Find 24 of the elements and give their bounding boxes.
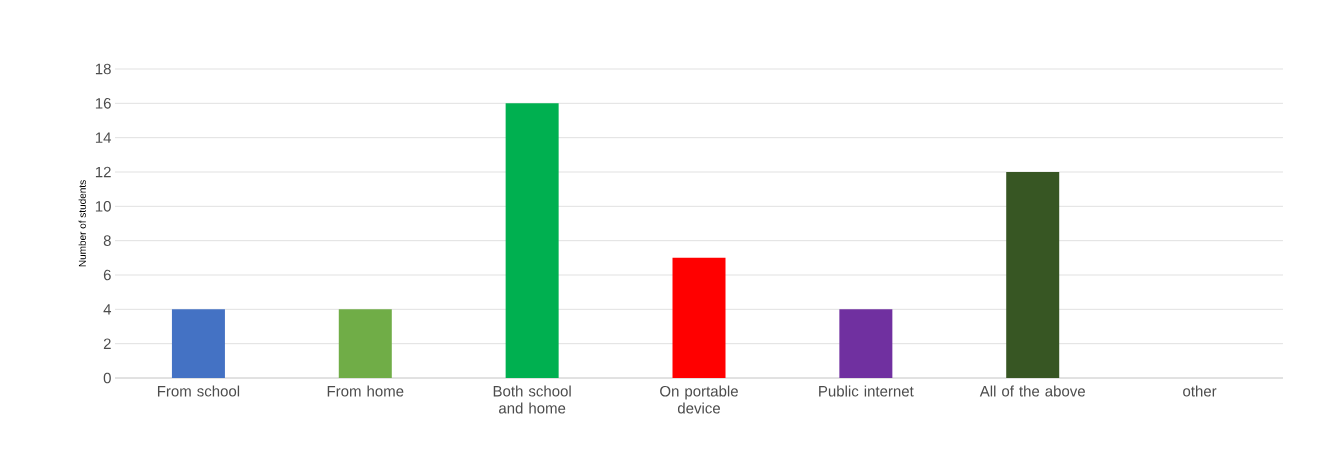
y-tick-label: 18 — [95, 63, 111, 75]
y-tick-label: 0 — [103, 372, 111, 384]
x-tick-label: From home — [327, 385, 404, 397]
y-axis-title: Number of students — [78, 180, 86, 267]
y-tick-label: 12 — [95, 166, 111, 178]
x-tick-label: Both school and home — [493, 385, 571, 414]
bar — [1006, 172, 1060, 378]
x-tick-label: On portable device — [660, 385, 738, 414]
bar — [338, 309, 392, 378]
y-tick-label: 10 — [95, 201, 111, 212]
y-tick-label: 2 — [103, 338, 111, 349]
y-tick-label: 6 — [103, 269, 111, 281]
y-tick-label: 4 — [103, 304, 112, 315]
y-tick-label: 14 — [95, 132, 112, 143]
y-tick-label: 16 — [95, 98, 111, 109]
x-tick-label: Public internet — [819, 385, 914, 397]
bar — [505, 103, 559, 378]
bar — [171, 309, 225, 378]
x-tick-label: All of the above — [979, 385, 1085, 397]
y-tick-label: 8 — [103, 235, 111, 246]
x-tick-label: From school — [157, 385, 240, 397]
bar — [672, 257, 726, 378]
x-tick-label: other — [1183, 385, 1217, 397]
bar — [839, 309, 893, 378]
